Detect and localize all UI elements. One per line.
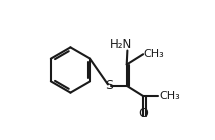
Text: H₂N: H₂N [110,38,132,51]
Text: S: S [105,79,113,92]
Text: O: O [138,107,148,120]
Text: CH₃: CH₃ [159,91,180,101]
Text: CH₃: CH₃ [144,49,165,59]
